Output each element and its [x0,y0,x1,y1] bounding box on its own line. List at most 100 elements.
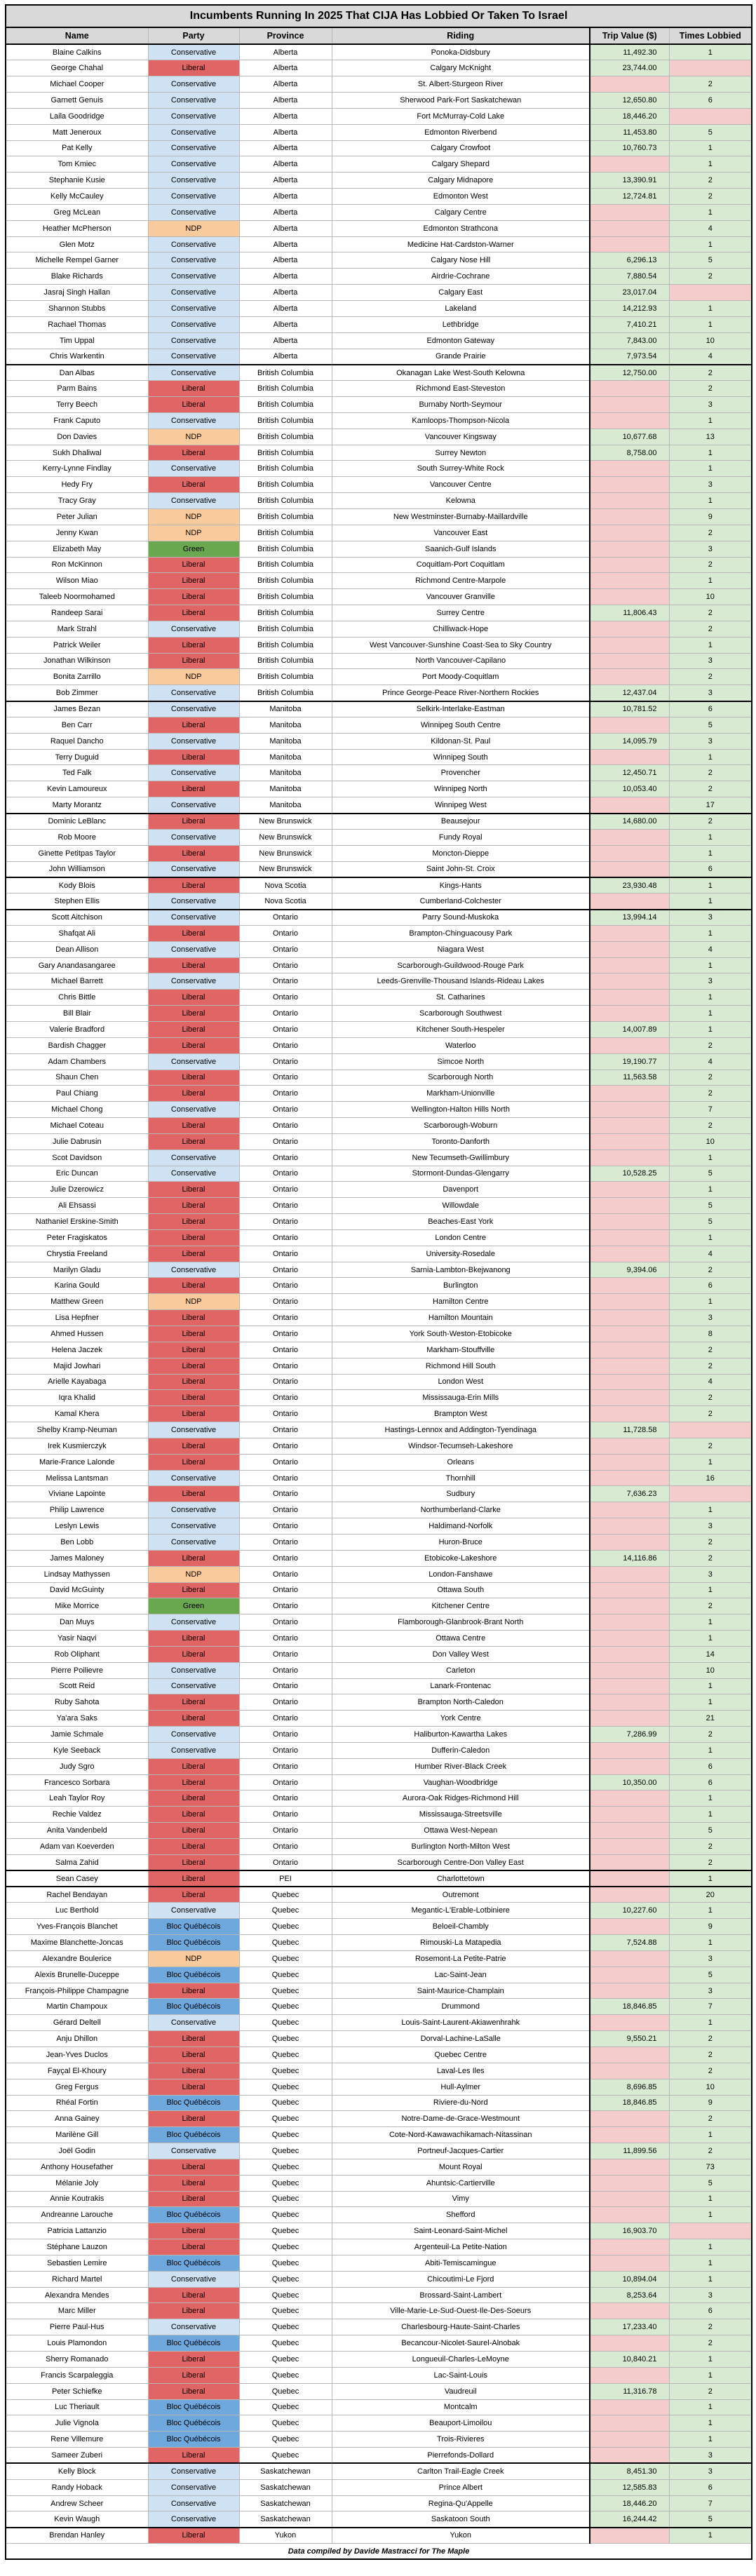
name-cell: Martin Champoux [5,1998,149,2016]
province-cell: British Columbia [238,460,332,478]
trip-value-cell [589,460,670,478]
trip-value-cell [589,1453,670,1471]
trip-value-cell: 8,696.85 [589,2078,670,2096]
riding-cell: Longueuil-Charles-LeMoyne [331,2351,590,2368]
party-cell: NDP [147,1565,240,1583]
name-cell: Yasir Naqvi [5,1630,149,1647]
times-lobbied-cell: 2 [668,1389,752,1407]
times-lobbied-cell: 1 [668,2014,752,2032]
riding-cell: Winnipeg South Centre [331,716,590,734]
table-row: Shannon Stubbs Conservative Alberta Lakelan… [5,300,752,317]
times-lobbied-cell: 6 [668,2302,752,2320]
riding-cell: North Vancouver-Capilano [331,652,590,670]
table-row: Randeep Sarai Liberal British Columbia Surr… [5,605,752,621]
times-lobbied-cell [668,1485,752,1503]
party-cell: Conservative [147,172,240,189]
table-row: Pierre Poilievre Conservative Ontario Carle… [5,1661,752,1679]
party-cell: Liberal [147,380,240,398]
party-cell: Liberal [147,1389,240,1407]
party-cell: Conservative [147,332,240,349]
province-cell: Alberta [238,43,332,61]
name-cell: Francesco Sorbara [5,1774,149,1791]
trip-value-cell: 18,846.85 [589,1998,670,2016]
riding-cell: Vaughan-Woodbridge [331,1774,590,1791]
times-lobbied-cell: 1 [668,1694,752,1711]
table-row: Peter Julian NDP British Columbia New Westm… [5,508,752,525]
province-cell: Quebec [238,2335,332,2352]
party-cell: Liberal [147,2078,240,2096]
column-header-name: Name [5,27,149,45]
province-cell: Ontario [238,1069,332,1086]
name-cell: Terry Duguid [5,748,149,766]
province-cell: Ontario [238,1774,332,1791]
trip-value-cell [589,2126,670,2144]
party-cell: Conservative [147,123,240,141]
province-cell: Ontario [238,1245,332,1262]
name-cell: Peter Julian [5,508,149,525]
riding-cell: Outremont [331,1886,590,1903]
times-lobbied-cell: 2 [668,1726,752,1743]
name-cell: Sameer Zuberi [5,2447,149,2464]
trip-value-cell [589,2190,670,2208]
times-lobbied-cell: 3 [668,973,752,990]
riding-cell: Brampton-Chinguacousy Park [331,924,590,942]
name-cell: Michael Chong [5,1101,149,1119]
party-cell: Conservative [147,43,240,61]
times-lobbied-cell: 3 [668,2447,752,2464]
province-cell: Alberta [238,172,332,189]
riding-cell: Medicine Hat-Cardston-Warner [331,236,590,253]
name-cell: Michael Barrett [5,973,149,990]
table-row: Mike Morrice Green Ontario Kitchener Centre… [5,1598,752,1615]
trip-value-cell [589,940,670,958]
trip-value-cell: 18,846.85 [589,2094,670,2112]
table-row: Julie Vignola Bloc Québécois Quebec Beaupor… [5,2415,752,2432]
party-cell: Conservative [147,2479,240,2496]
table-row: Chris Warkentin Conservative Alberta Grande… [5,348,752,365]
table-row: Marie-France Lalonde Liberal Ontario Orlean… [5,1453,752,1471]
trip-value-cell [589,1982,670,2000]
name-cell: Patricia Lattanzio [5,2223,149,2240]
name-cell: Dan Muys [5,1614,149,1631]
province-cell: Ontario [238,1197,332,1215]
riding-cell: Calgary Midnapore [331,172,590,189]
party-cell: Conservative [147,252,240,269]
trip-value-cell [589,748,670,766]
party-cell: Bloc Québécois [147,2415,240,2432]
table-row: James Maloney Liberal Ontario Etobicoke-Lak… [5,1549,752,1567]
trip-value-cell [589,540,670,558]
times-lobbied-cell: 1 [668,876,752,894]
name-cell: Dominic LeBlanc [5,812,149,830]
table-row: Alexandre Boulerice NDP Quebec Rosemont-La … [5,1950,752,1967]
party-cell: Liberal [147,1838,240,1855]
party-cell: Liberal [147,1630,240,1647]
trip-value-cell: 7,286.99 [589,1726,670,1743]
riding-cell: Vimy [331,2190,590,2208]
province-cell: Ontario [238,1565,332,1583]
province-cell: Quebec [238,1886,332,1903]
trip-value-cell [589,1341,670,1358]
name-cell: Pierre Poilievre [5,1661,149,1679]
riding-cell: Waterloo [331,1037,590,1054]
riding-cell: Notre-Dame-de-Grace-Westmount [331,2110,590,2128]
province-cell: British Columbia [238,588,332,606]
trip-value-cell: 7,973.54 [589,348,670,365]
table-row: Jenny Kwan NDP British Columbia Vancouver E… [5,524,752,541]
riding-cell: Fundy Royal [331,828,590,846]
party-cell: Liberal [147,1806,240,1823]
riding-cell: Haliburton-Kawartha Lakes [331,1726,590,1743]
name-cell: Mike Morrice [5,1598,149,1615]
party-cell: Bloc Québécois [147,2126,240,2144]
name-cell: Frank Caputo [5,412,149,429]
party-cell: Liberal [147,588,240,606]
party-cell: Liberal [147,1069,240,1086]
name-cell: Chris Bittle [5,989,149,1006]
footer-credit: Data compiled by Davide Mastracci for Th… [5,2543,752,2560]
province-cell: Ontario [238,1741,332,1759]
party-cell: Liberal [147,1549,240,1567]
riding-cell: St. Catharines [331,989,590,1006]
times-lobbied-cell: 2 [668,1357,752,1375]
table-row: Parm Bains Liberal British Columbia Richmon… [5,380,752,398]
province-cell: Quebec [238,2126,332,2144]
trip-value-cell [589,1389,670,1407]
table-row: Kevin Lamoureux Liberal Manitoba Winnipeg N… [5,781,752,798]
